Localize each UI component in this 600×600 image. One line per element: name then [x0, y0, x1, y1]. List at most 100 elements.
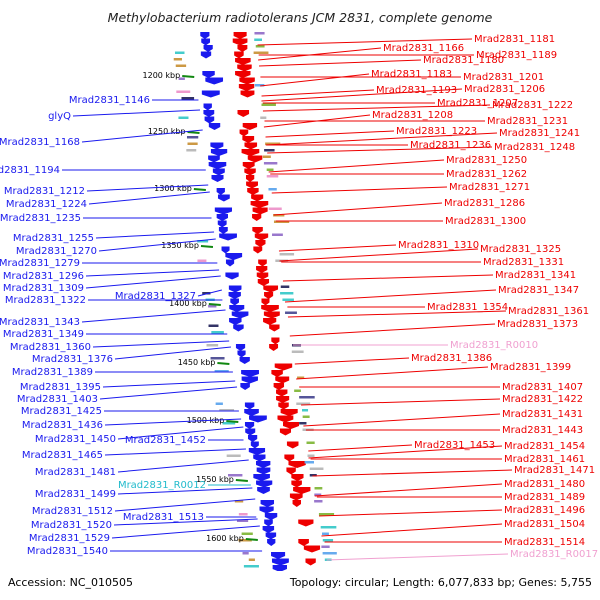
- forward-gene-arrow: [305, 558, 316, 566]
- right-gene-label: Mrad2831_R0010: [450, 340, 538, 351]
- forward-gene-arrow: [291, 480, 302, 488]
- annotation-bar: [255, 45, 265, 48]
- kbp-label: 1200 kbp: [143, 71, 181, 80]
- right-gene-label: Mrad2831_1504: [504, 519, 585, 530]
- annotation-bar: [304, 461, 315, 464]
- annotation-bar: [181, 97, 195, 100]
- right-label-line: [284, 289, 497, 303]
- annotation-bar: [238, 513, 248, 516]
- forward-gene-arrow: [280, 409, 298, 416]
- reverse-gene-arrow: [260, 500, 275, 507]
- annotation-bar: [280, 292, 294, 295]
- forward-gene-arrow: [261, 298, 270, 306]
- kbp-label: 1400 kbp: [169, 299, 207, 308]
- reverse-gene-arrow: [247, 435, 258, 442]
- reverse-gene-arrow: [229, 318, 242, 325]
- left-gene-label: Mrad2831_1403: [17, 394, 98, 405]
- right-label-line: [261, 88, 463, 102]
- right-label-line: [296, 366, 489, 380]
- left-label-line: [99, 386, 238, 400]
- forward-gene-arrow: [276, 396, 290, 403]
- forward-gene-arrow: [242, 162, 255, 169]
- left-gene-label: Mrad2831_1349: [3, 329, 84, 340]
- reverse-gene-arrow: [217, 220, 227, 228]
- annotation-bar: [248, 558, 255, 561]
- left-gene-label: Mrad2831_1146: [69, 95, 150, 106]
- right-label-line: [262, 104, 491, 112]
- annotation-bar: [266, 175, 279, 178]
- annotation-bar: [186, 149, 197, 152]
- annotation-bar: [268, 207, 282, 210]
- annotation-bar: [178, 77, 185, 80]
- reverse-gene-arrow: [264, 519, 273, 527]
- forward-gene-arrow: [298, 519, 314, 527]
- left-gene-label: Mrad2831_1309: [3, 283, 84, 294]
- right-gene-label: Mrad2831_1286: [444, 198, 525, 209]
- left-label-line: [104, 418, 242, 426]
- forward-gene-arrow: [254, 233, 269, 241]
- forward-gene-arrow: [298, 539, 309, 546]
- left-label-line: [114, 498, 256, 512]
- right-gene-label: Mrad2831_1480: [504, 479, 585, 490]
- annotation-bar: [320, 526, 337, 529]
- reverse-gene-arrow: [208, 155, 220, 163]
- annotation-bar: [238, 539, 252, 542]
- kbp-tick: [200, 245, 214, 248]
- left-gene-label: Mrad2831_1194: [0, 165, 60, 176]
- reverse-gene-arrow: [214, 207, 233, 215]
- topology-text: Topology: circular; Length: 6,077,833 bp…: [289, 576, 592, 589]
- kbp-label: 1250 kbp: [148, 127, 186, 136]
- right-gene-label: Mrad2831_1310: [398, 240, 479, 251]
- reverse-gene-arrow: [249, 415, 267, 423]
- right-gene-label: Mrad2831_1422: [502, 394, 583, 405]
- annotation-bar: [297, 376, 305, 379]
- annotation-bar: [236, 519, 249, 522]
- left-gene-label: glyQ: [48, 111, 71, 122]
- annotation-bar: [268, 188, 277, 191]
- right-gene-label: Mrad2831_1386: [411, 353, 492, 364]
- kbp-tick: [217, 362, 230, 365]
- reverse-gene-arrow: [200, 32, 210, 39]
- right-gene-label: Mrad2831_1407: [502, 382, 583, 393]
- left-gene-label: Mrad2831_1520: [31, 520, 112, 531]
- reverse-gene-arrow: [241, 376, 258, 384]
- reverse-gene-arrow: [203, 110, 215, 117]
- annotation-bar: [222, 422, 236, 425]
- left-gene-label: Mrad2831_1343: [0, 317, 80, 328]
- forward-gene-arrow: [286, 467, 296, 475]
- reverse-gene-arrow: [248, 448, 266, 455]
- forward-gene-arrow: [233, 32, 247, 39]
- reverse-gene-arrow: [225, 253, 243, 260]
- reverse-gene-arrow: [244, 402, 255, 410]
- forward-gene-arrow: [247, 188, 259, 195]
- forward-gene-arrow: [258, 259, 267, 267]
- annotation-bar: [318, 513, 335, 516]
- right-label-line: [273, 202, 443, 216]
- reverse-gene-arrow: [205, 77, 224, 85]
- right-label-line: [308, 445, 503, 459]
- reverse-gene-arrow: [201, 90, 220, 98]
- reverse-gene-arrow: [259, 506, 274, 514]
- right-label-line: [265, 132, 498, 146]
- forward-gene-arrow: [240, 90, 255, 98]
- annotation-bar: [263, 162, 278, 165]
- reverse-gene-arrow: [230, 298, 239, 306]
- left-label-line: [95, 231, 215, 239]
- kbp-tick: [245, 538, 258, 541]
- right-gene-label: Mrad2831_1208: [372, 110, 453, 121]
- right-gene-label: Mrad2831_1206: [464, 84, 545, 95]
- left-label-line: [92, 340, 230, 348]
- right-label-line: [259, 59, 422, 67]
- right-label-line: [303, 413, 501, 427]
- kbp-label: 1450 kbp: [178, 358, 216, 367]
- forward-gene-arrow: [247, 155, 263, 163]
- forward-gene-arrow: [293, 487, 311, 494]
- forward-gene-arrow: [274, 363, 293, 371]
- right-label-line: [312, 469, 513, 477]
- right-label-line: [326, 553, 509, 561]
- reverse-gene-arrow: [217, 194, 230, 202]
- left-gene-label: Mrad2831_1322: [5, 295, 86, 306]
- right-gene-label: Mrad2831_1193: [376, 85, 457, 96]
- forward-gene-arrow: [256, 272, 269, 280]
- reverse-gene-arrow: [231, 311, 249, 319]
